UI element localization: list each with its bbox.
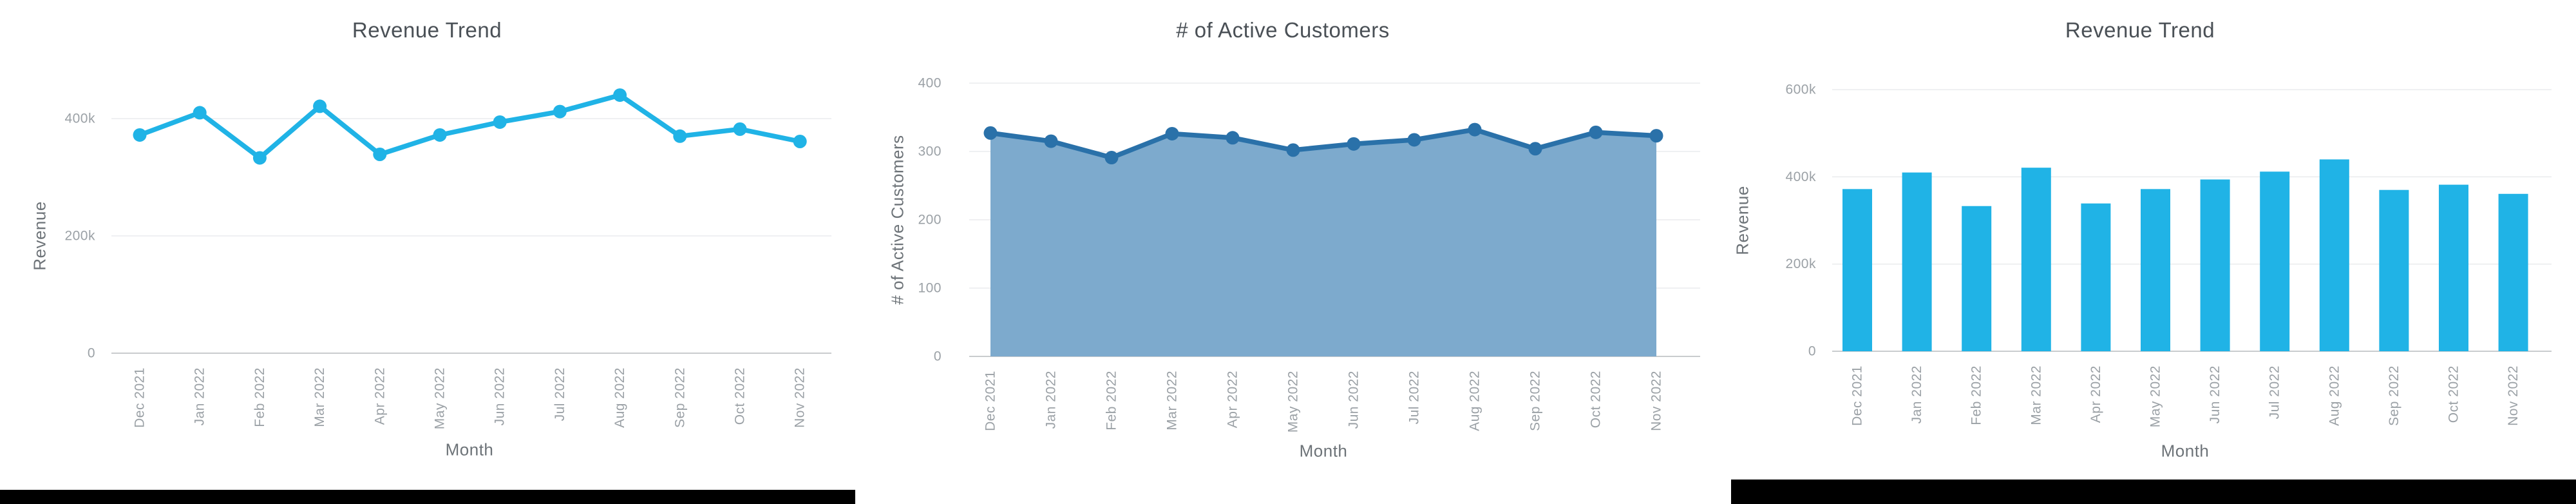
x-tick-label: Mar 2022 (1165, 371, 1180, 431)
y-tick-label: 400k (1785, 170, 1816, 184)
x-tick-label: Dec 2021 (983, 371, 998, 431)
x-tick-label: Sep 2022 (1528, 371, 1543, 431)
data-point-marker[interactable] (733, 122, 747, 136)
bar[interactable] (2379, 189, 2409, 351)
data-point-marker[interactable] (1226, 131, 1240, 145)
x-tick-label: Nov 2022 (793, 367, 808, 428)
area-fill (990, 130, 1656, 356)
area-chart-canvas[interactable]: 0 100 200 300 400 Dec 2021 Jan 2022 Feb 2022 Mar… (858, 0, 1718, 504)
data-point-marker[interactable] (252, 151, 267, 165)
data-point-marker[interactable] (313, 99, 327, 113)
x-tick-label: Aug 2022 (612, 367, 627, 428)
x-tick-label: Apr 2022 (2088, 365, 2103, 423)
x-tick-label: Jul 2022 (553, 367, 567, 421)
x-tick-label: Feb 2022 (1104, 371, 1119, 431)
x-tick-label: Jun 2022 (1347, 371, 1361, 429)
data-point-marker[interactable] (493, 115, 507, 129)
bar-chart-canvas[interactable]: 0 200k 400k 600k Dec 2021 Jan 2022 Feb 2022 Mar… (1718, 0, 2576, 504)
x-tick-label: Dec 2021 (1850, 365, 1865, 426)
data-point-marker[interactable] (193, 106, 207, 120)
y-tick-label: 100 (918, 281, 942, 296)
x-tick-label: Dec 2021 (133, 367, 147, 428)
data-point-marker[interactable] (1468, 122, 1482, 137)
x-tick-label: May 2022 (2148, 365, 2163, 427)
bar[interactable] (2081, 203, 2111, 351)
y-tick-label: 200k (1785, 257, 1816, 271)
bar[interactable] (2439, 184, 2468, 351)
data-point-marker[interactable] (1286, 143, 1300, 157)
data-point-marker[interactable] (1407, 133, 1421, 147)
black-strip-right (1731, 480, 2576, 504)
data-point-marker[interactable] (1589, 125, 1603, 139)
data-point-marker[interactable] (433, 128, 447, 142)
chart-title: # of Active Customers (1176, 18, 1390, 42)
x-axis-title: Month (2161, 441, 2210, 461)
series-line (137, 92, 802, 160)
data-point-marker[interactable] (793, 134, 807, 148)
x-tick-label: Jan 2022 (193, 367, 207, 425)
x-tick-label: May 2022 (433, 367, 448, 429)
x-axis-title: Month (1299, 441, 1348, 461)
x-tick-label: Mar 2022 (2029, 365, 2043, 425)
y-tick-label: 400k (64, 111, 95, 126)
x-tick-label: Apr 2022 (1226, 371, 1240, 428)
bar[interactable] (2200, 179, 2230, 351)
line-chart-canvas[interactable]: 0 200k 400k Dec 2021 Jan 2022 Feb 2022 Mar 202… (0, 0, 858, 504)
data-point-marker[interactable] (133, 128, 147, 142)
data-point-marker[interactable] (373, 148, 387, 162)
x-axis-title: Month (445, 440, 494, 460)
x-tick-label: Aug 2022 (1468, 371, 1482, 431)
x-tick-label: Nov 2022 (2506, 365, 2521, 426)
x-tick-label: Jul 2022 (1407, 371, 1422, 424)
x-tick-label: Feb 2022 (1969, 365, 1984, 425)
data-point-marker[interactable] (553, 104, 567, 119)
data-point-marker[interactable] (673, 129, 687, 143)
data-point-marker[interactable] (1165, 126, 1179, 141)
bar[interactable] (1962, 206, 1992, 351)
y-tick-label: 200 (918, 213, 942, 228)
data-point-marker[interactable] (983, 126, 998, 140)
x-tick-label: Apr 2022 (372, 367, 387, 425)
data-point-marker[interactable] (613, 88, 627, 102)
y-tick-label: 400 (918, 76, 942, 91)
x-tick-label: Sep 2022 (2387, 365, 2401, 426)
chart-title: Revenue Trend (352, 18, 502, 42)
data-point-marker[interactable] (1528, 142, 1542, 156)
x-tick-label: Oct 2022 (2447, 365, 2461, 423)
y-tick-label: 0 (934, 349, 942, 364)
y-tick-label: 600k (1785, 82, 1816, 97)
data-point-marker[interactable] (1347, 137, 1361, 151)
bar[interactable] (2260, 171, 2290, 351)
y-tick-label: 300 (918, 144, 942, 159)
x-tick-label: Mar 2022 (312, 367, 327, 427)
chart-title: Revenue Trend (2065, 18, 2215, 42)
x-tick-label: Feb 2022 (252, 367, 267, 427)
data-point-marker[interactable] (1649, 129, 1663, 143)
x-tick-label: Aug 2022 (2327, 365, 2342, 426)
x-tick-label: Oct 2022 (733, 367, 748, 425)
x-tick-label: Jul 2022 (2268, 365, 2282, 419)
x-tick-label: Oct 2022 (1589, 371, 1604, 428)
series-line (988, 127, 1659, 160)
x-tick-label: Jan 2022 (1044, 371, 1059, 429)
bar[interactable] (2021, 168, 2051, 351)
bar[interactable] (2498, 193, 2528, 351)
x-tick-label: Jun 2022 (2208, 365, 2222, 423)
bar[interactable] (2319, 159, 2349, 351)
data-point-marker[interactable] (1044, 134, 1058, 148)
x-tick-label: Jan 2022 (1909, 365, 1924, 423)
bar[interactable] (2141, 189, 2170, 351)
black-strip-left (0, 490, 855, 504)
y-tick-label: 0 (88, 346, 95, 361)
x-tick-label: Nov 2022 (1649, 371, 1664, 431)
bar[interactable] (1842, 189, 1872, 351)
bar[interactable] (1902, 172, 1932, 351)
x-tick-label: May 2022 (1286, 371, 1301, 432)
data-point-marker[interactable] (1104, 151, 1119, 165)
y-tick-label: 0 (1808, 344, 1816, 359)
x-tick-label: Sep 2022 (672, 367, 687, 428)
y-tick-label: 200k (64, 229, 95, 244)
x-tick-label: Jun 2022 (493, 367, 507, 425)
